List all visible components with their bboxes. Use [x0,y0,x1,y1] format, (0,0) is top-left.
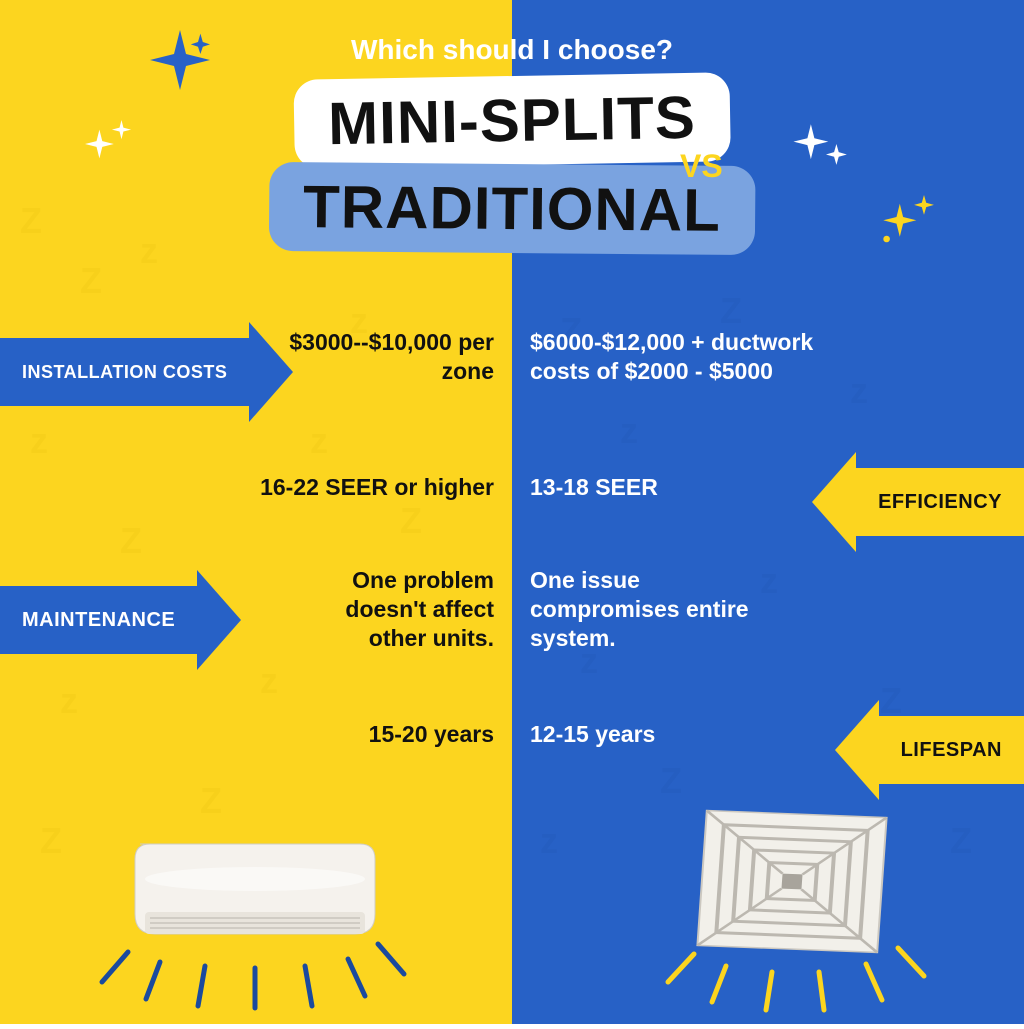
efficiency-left: 16-22 SEER or higher [174,473,494,502]
title-mini-splits: MINI-SPLITS [328,83,697,158]
installation-right: $6000-$12,000 + ductwork costs of $2000 … [530,328,860,386]
title-box-mini-splits: MINI-SPLITS [293,72,730,169]
mini-split-unit-icon [90,824,410,974]
sparkle-icon [85,120,133,168]
title-traditional: TRADITIONAL [303,172,721,245]
arrow-installation-costs: INSTALLATION COSTS [0,322,293,422]
sparkle-icon [880,195,935,250]
maintenance-right: One issue compromises entire system. [530,566,750,652]
arrow-maintenance: MAINTENANCE [0,570,241,670]
sparkle-icon [150,30,210,90]
sparkle-icon [790,115,848,173]
maintenance-left: One problem doesn't affect other units. [284,566,494,652]
lifespan-left: 15-20 years [244,720,494,749]
infographic-container: Z Z z z Z z Z z Z z Z z Z z Z z Z z Z z … [0,0,1024,1024]
arrow-efficiency: EFFICIENCY [812,452,1024,552]
ceiling-vent-icon [654,804,904,974]
arrow-lifespan: LIFESPAN [835,700,1024,800]
vs-text: VS [680,148,723,185]
lifespan-right: 12-15 years [530,720,780,749]
efficiency-right: 13-18 SEER [530,473,780,502]
